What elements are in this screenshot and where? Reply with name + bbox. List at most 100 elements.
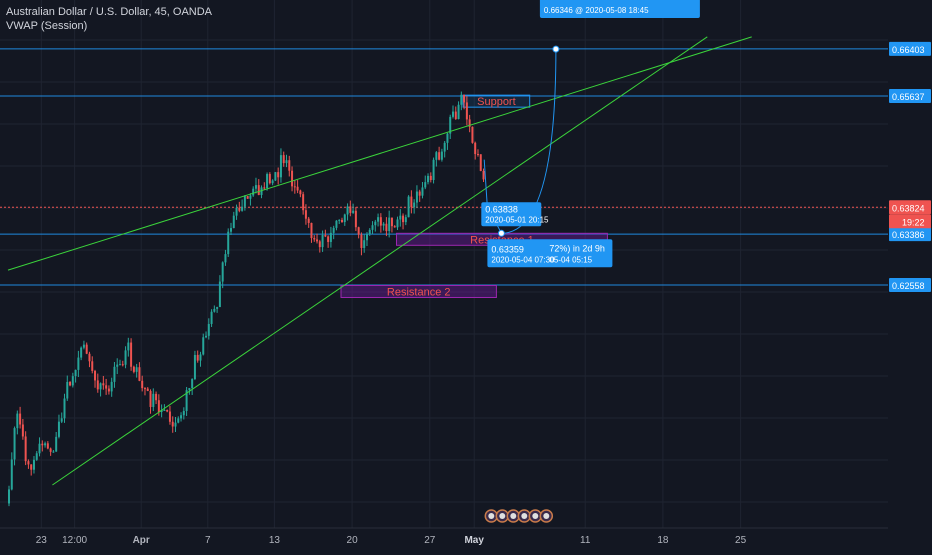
price-label-box[interactable]	[889, 88, 931, 103]
projection-point[interactable]	[497, 229, 505, 237]
candle-body	[446, 133, 449, 143]
time-tick-label: 23	[36, 535, 48, 546]
candle-body	[130, 342, 133, 367]
callout-box[interactable]	[481, 202, 542, 227]
candle-body	[471, 126, 474, 143]
candle-body	[57, 421, 60, 437]
candle-body	[213, 308, 216, 312]
candle-body	[463, 94, 466, 103]
time-axis-background	[0, 528, 932, 550]
candle-body	[390, 217, 393, 227]
candle-body	[299, 190, 302, 195]
candle-body	[63, 398, 66, 419]
candle-body	[80, 347, 83, 358]
trendline-upper[interactable]	[7, 36, 752, 271]
candle-body	[227, 231, 230, 255]
candle-body	[432, 159, 435, 181]
candle-body	[474, 142, 477, 155]
candle-body	[316, 239, 319, 242]
candle-body	[279, 155, 282, 178]
candle-body	[296, 186, 299, 191]
candle-body	[427, 175, 430, 183]
candle-body	[205, 335, 208, 338]
candle-body	[399, 215, 402, 220]
price-label-box[interactable]	[889, 227, 931, 242]
candle-body	[102, 383, 105, 386]
candle-body	[465, 102, 468, 120]
indicator-label[interactable]: VWAP (Session)	[6, 20, 88, 32]
zone-box[interactable]	[340, 284, 497, 298]
candle-body	[413, 202, 416, 208]
candle-body	[171, 421, 174, 427]
candle-body	[191, 379, 194, 389]
candle-body	[246, 196, 249, 199]
candle-body	[393, 226, 396, 228]
candle-body	[193, 354, 196, 380]
time-axis[interactable]: 23 12:00 Apr 7 13 20 27 May 11 18 25	[0, 527, 932, 550]
candle-body	[271, 180, 274, 184]
candle-body	[180, 415, 183, 419]
price-label-box[interactable]	[889, 277, 931, 292]
candle-body	[35, 453, 38, 460]
candle-body	[468, 119, 471, 127]
callout-price: 0.63359	[491, 244, 524, 254]
candle-body	[82, 344, 85, 348]
callout-box[interactable]	[487, 239, 613, 268]
price-label-box[interactable]	[889, 41, 931, 56]
time-tick-label: 27	[424, 535, 436, 546]
candle-body	[421, 187, 424, 196]
candle-body	[10, 459, 13, 490]
candle-body	[163, 410, 166, 412]
candle-body	[238, 207, 241, 211]
candle-body	[324, 235, 327, 237]
price-tick-label: 0.63824	[892, 203, 925, 213]
candle-body	[385, 223, 388, 232]
projection-point[interactable]	[552, 45, 560, 53]
candle-body	[346, 206, 349, 215]
candle-body	[343, 214, 346, 223]
candle-body	[479, 154, 482, 171]
candle-body	[476, 154, 479, 156]
price-label-box[interactable]	[889, 200, 931, 215]
candle-body	[77, 357, 80, 370]
candle-body	[313, 238, 316, 240]
candles	[8, 91, 485, 507]
candle-body	[188, 388, 191, 391]
time-tick-label: May	[464, 535, 484, 546]
candle-body	[443, 142, 446, 152]
candle-body	[94, 370, 97, 381]
chart-title: Australian Dollar / U.S. Dollar, 45, OAN…	[6, 6, 213, 18]
candle-body	[410, 196, 413, 208]
trendline-lower[interactable]	[52, 36, 708, 486]
candle-body	[252, 188, 255, 196]
candle-body	[157, 400, 160, 412]
candle-body	[121, 364, 124, 366]
candle-body	[338, 219, 341, 221]
trendlines[interactable]	[7, 36, 752, 486]
candle-body	[291, 170, 294, 187]
candle-body	[44, 443, 47, 446]
candle-body	[202, 337, 205, 355]
candle-body	[199, 354, 202, 361]
price-tick-label: 0.66403	[892, 45, 925, 55]
candle-body	[99, 383, 102, 390]
candle-body	[327, 236, 330, 242]
candle-body	[352, 210, 355, 213]
candle-body	[374, 221, 377, 226]
economic-events[interactable]	[484, 509, 554, 523]
candle-body	[135, 367, 138, 372]
candle-body	[418, 191, 421, 196]
candle-body	[52, 451, 55, 453]
callout-box[interactable]	[539, 0, 700, 18]
candle-body	[146, 388, 149, 391]
candle-body	[377, 217, 380, 222]
candle-body	[243, 196, 246, 207]
price-axis[interactable]: 0.66403 0.65637 0.63824 0.63386 0.62558 19:22	[888, 0, 932, 550]
candle-body	[182, 410, 185, 416]
candle-body	[241, 206, 244, 211]
zone-label: Support	[477, 96, 516, 108]
